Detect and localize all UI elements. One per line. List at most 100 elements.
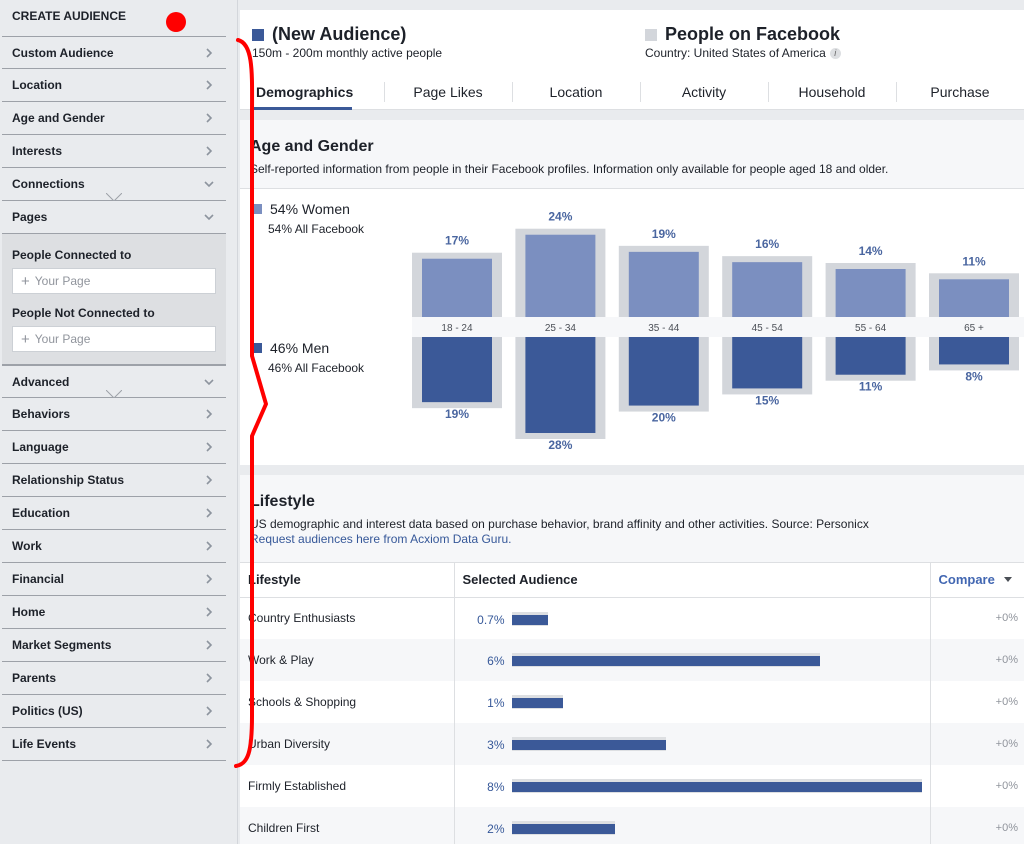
audience-pct: 3%	[487, 738, 505, 752]
tab[interactable]: Location	[512, 74, 640, 110]
men-bar	[628, 337, 699, 406]
chevron-right-icon	[206, 475, 213, 485]
age-tick-label: 55 - 64	[855, 323, 887, 334]
table-row: Firmly Established 8% +0%	[240, 765, 1024, 807]
sidebar-item[interactable]: Market Segments	[2, 629, 226, 662]
sidebar-item[interactable]: Work	[2, 530, 226, 563]
sidebar-item-label: Age and Gender	[12, 111, 105, 125]
plus-icon: +	[21, 330, 30, 348]
sidebar-item[interactable]: Location	[2, 69, 226, 102]
tab[interactable]: Demographics	[240, 74, 384, 110]
compare-dropdown[interactable]: Compare	[930, 563, 1024, 598]
age-tick-label: 65 +	[964, 323, 984, 334]
facebook-country: Country: United States of America i	[645, 46, 841, 60]
pages-panel: People Connected to + Your Page People N…	[2, 234, 226, 365]
women-legend: 54% Women 54% All Facebook	[252, 201, 364, 236]
women-bar	[939, 279, 1009, 317]
sidebar-item-label: Financial	[12, 572, 65, 586]
audience-bar	[511, 614, 548, 625]
info-icon[interactable]: i	[829, 47, 841, 59]
sidebar-item[interactable]: Parents	[2, 662, 226, 695]
sidebar-item[interactable]: Connections	[2, 168, 226, 201]
men-swatch	[252, 343, 262, 353]
chevron-right-icon	[206, 508, 213, 518]
lifestyle-header-row: Lifestyle Selected Audience Compare	[240, 563, 1024, 598]
men-bar	[835, 337, 906, 375]
audience-bar	[511, 740, 666, 750]
age-gender-svg: 17% 19% 18 - 24 24% 28% 25 - 34 19% 20% 35 - 44 1…	[412, 210, 1024, 452]
sidebar-item[interactable]: Age and Gender	[2, 102, 226, 135]
col-lifestyle: Lifestyle	[240, 563, 455, 598]
connected-page-input[interactable]: + Your Page	[12, 268, 216, 294]
tab[interactable]: Page Likes	[384, 74, 512, 110]
tab[interactable]: Purchase	[896, 74, 1024, 110]
tab[interactable]: Activity	[640, 74, 768, 110]
chevron-right-icon	[206, 80, 213, 90]
sidebar-item[interactable]: Financial	[2, 563, 226, 596]
sidebar-item[interactable]: Behaviors	[2, 398, 226, 431]
sidebar-item[interactable]: Home	[2, 596, 226, 629]
sidebar-item-label: Work	[12, 539, 42, 553]
sidebar-item[interactable]: Relationship Status	[2, 464, 226, 497]
audience-bar	[511, 782, 922, 792]
age-gender-header: Age and Gender Self-reported information…	[240, 120, 1024, 189]
sidebar-item[interactable]: Politics (US)	[2, 695, 226, 728]
chevron-right-icon	[206, 442, 213, 452]
sidebar-item[interactable]: Custom Audience	[2, 36, 226, 69]
compare-value: +0%	[930, 723, 1024, 765]
men-data-label: 8%	[965, 369, 983, 383]
tab[interactable]: Household	[768, 74, 896, 110]
audience-pct: 2%	[487, 822, 505, 836]
chevron-right-icon	[206, 146, 213, 156]
women-data-label: 17%	[445, 234, 469, 248]
acxiom-link[interactable]: Request audiences here from Acxiom Data …	[250, 532, 512, 546]
lifestyle-name: Country Enthusiasts	[240, 597, 455, 639]
sidebar-item-label: Advanced	[12, 374, 70, 389]
audience-size: 150m - 200m monthly active people	[252, 46, 443, 60]
women-bar	[732, 262, 803, 317]
lifestyle-name: Children First	[240, 807, 455, 844]
compare-value: +0%	[995, 780, 1018, 792]
women-swatch	[252, 204, 262, 214]
women-label: 54% Women	[270, 201, 350, 217]
sidebar-item-label: Politics (US)	[12, 704, 83, 718]
table-row: Schools & Shopping 1% +0%	[240, 681, 1024, 723]
caret-notch-icon	[106, 390, 122, 398]
lifestyle-title: Lifestyle	[250, 493, 315, 510]
sidebar-item[interactable]: Interests	[2, 135, 226, 168]
women-bar	[422, 258, 492, 317]
sidebar-item-label: Relationship Status	[12, 473, 125, 487]
caret-down-icon	[1004, 577, 1012, 583]
chevron-right-icon	[206, 706, 213, 716]
chevron-right-icon	[206, 113, 213, 123]
sidebar-item-label: Pages	[12, 210, 48, 224]
age-gender-title: Age and Gender	[250, 138, 374, 155]
age-tick-label: 45 - 54	[752, 323, 784, 334]
sidebar-item[interactable]: Education	[2, 497, 226, 530]
sidebar-item-label: Connections	[12, 177, 85, 191]
audience-bar-cell: 1%	[454, 681, 931, 723]
women-bar	[628, 251, 699, 317]
not-connected-page-input[interactable]: + Your Page	[12, 326, 216, 352]
audience-pct: 6%	[487, 654, 505, 668]
chevron-right-icon	[206, 409, 213, 419]
audience-swatch	[252, 28, 264, 41]
col-selected-audience: Selected Audience	[454, 563, 931, 598]
women-bar	[525, 234, 596, 317]
tab-bar: Demographics Page Likes Location Activity Ho…	[240, 74, 1024, 110]
lifestyle-desc: US demographic and interest data based o…	[250, 517, 869, 531]
compare-value: +0%	[930, 807, 1024, 844]
chevron-down-icon	[204, 181, 214, 188]
section-gap	[240, 110, 1024, 120]
chevron-right-icon	[206, 541, 213, 551]
compare-value: +0%	[995, 612, 1018, 625]
sidebar-item[interactable]: Pages	[2, 201, 226, 234]
sidebar-item[interactable]: Advanced	[2, 365, 226, 398]
sidebar-item[interactable]: Life Events	[2, 728, 226, 761]
lifestyle-name: Firmly Established	[240, 765, 455, 807]
chevron-right-icon	[206, 47, 213, 58]
lifestyle-name: Schools & Shopping	[240, 681, 455, 723]
sidebar-item[interactable]: Language	[2, 431, 226, 464]
sidebar-item-label: Location	[12, 78, 62, 92]
main-panel: (New Audience) 150m - 200m monthly activ…	[240, 10, 1024, 844]
